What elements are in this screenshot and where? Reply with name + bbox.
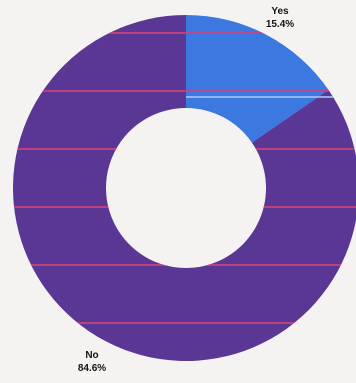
pie-slices (13, 15, 356, 361)
stripe-3 (13, 148, 356, 150)
stripe-1 (13, 32, 356, 34)
slice-no (13, 15, 356, 361)
stripe-6 (13, 322, 356, 324)
stripe-highlight (186, 96, 356, 98)
stripe-2 (13, 90, 356, 92)
slice-yes (186, 15, 329, 143)
stripe-4 (13, 206, 356, 208)
label-no-percent: 84.6% (78, 363, 106, 374)
data-labels: Yes 15.4% No 84.6% (78, 6, 294, 374)
label-yes-percent: 15.4% (266, 19, 294, 30)
label-yes-category: Yes (271, 6, 289, 17)
stripe-5 (13, 264, 356, 266)
label-no-category: No (85, 350, 98, 361)
